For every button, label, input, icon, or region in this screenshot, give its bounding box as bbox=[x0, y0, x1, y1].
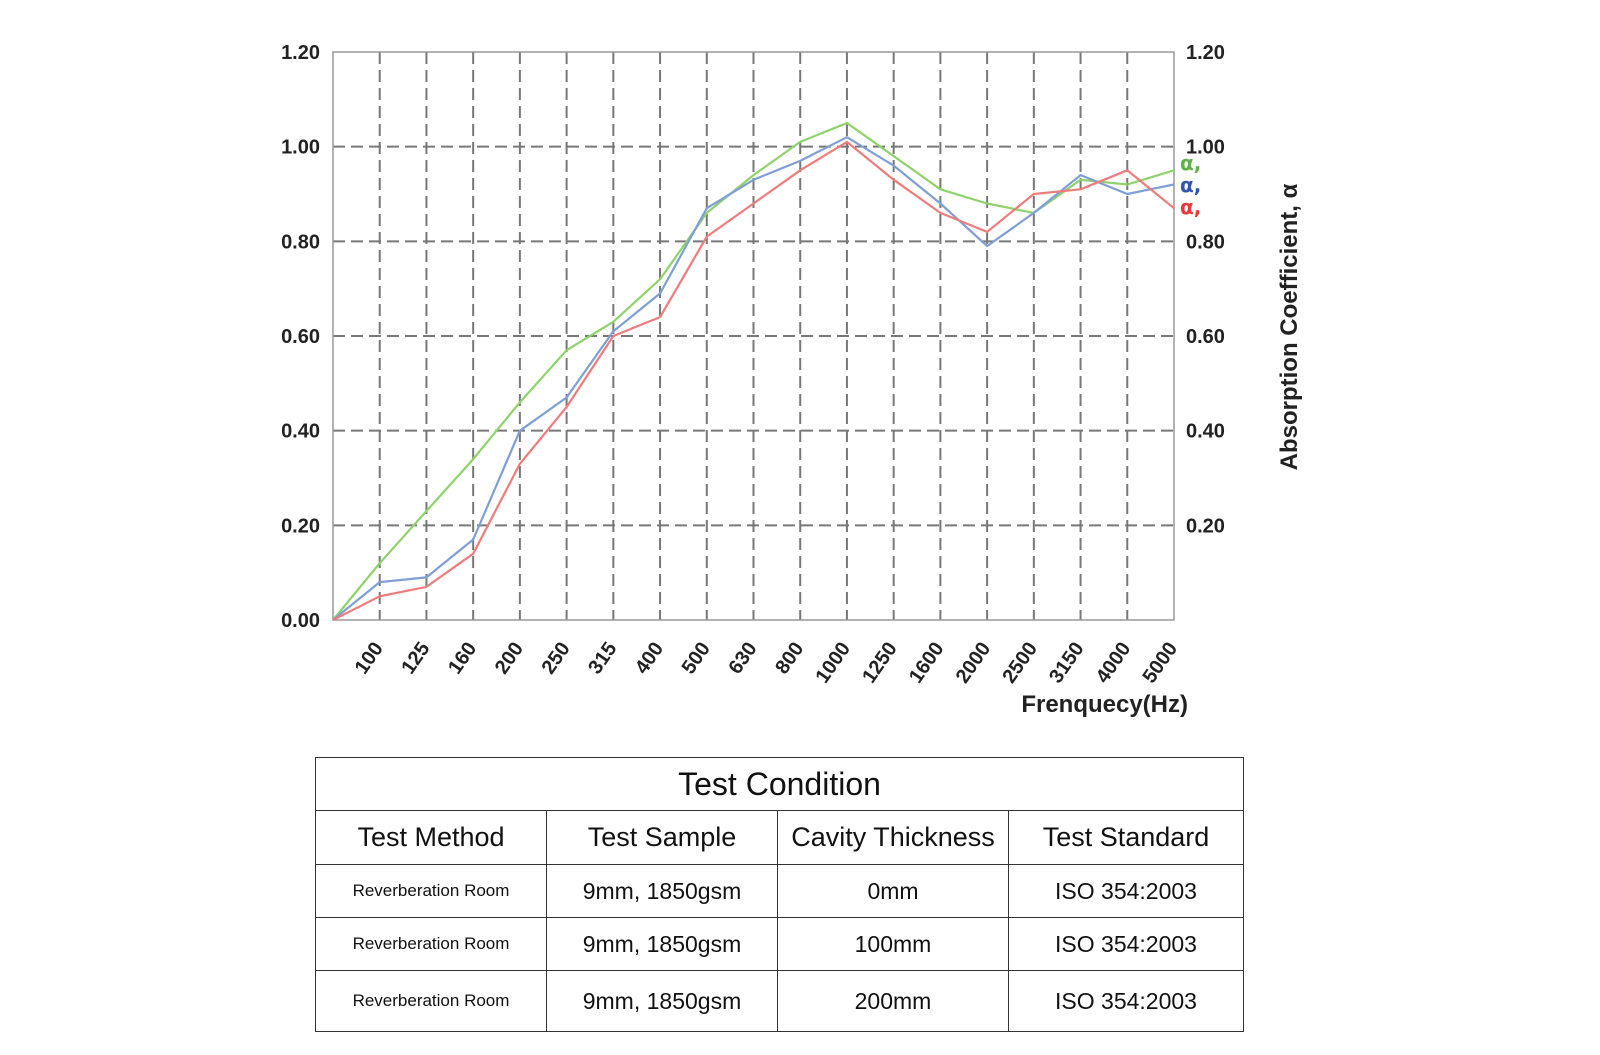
x-tick-label: 250 bbox=[538, 638, 575, 678]
x-tick-label: 315 bbox=[584, 638, 621, 678]
legend-label-3: α, bbox=[1180, 195, 1201, 219]
y-tick-label-left: 1.20 bbox=[281, 42, 320, 64]
y-tick-label-right: 0.20 bbox=[1186, 515, 1225, 537]
cell-cavity-thickness: 200mm bbox=[777, 970, 1009, 1032]
x-tick-label: 400 bbox=[631, 638, 668, 678]
y-tick-label-right: 0.80 bbox=[1186, 231, 1225, 253]
y-tick-label-left: 0.00 bbox=[281, 610, 320, 632]
x-tick-label: 1600 bbox=[905, 638, 949, 687]
x-tick-label: 2000 bbox=[952, 638, 996, 687]
header-test-standard: Test Standard bbox=[1007, 810, 1245, 865]
x-tick-label: 200 bbox=[491, 638, 528, 678]
series-line-2 bbox=[332, 136, 1175, 621]
cell-test-method: Reverberation Room bbox=[315, 917, 547, 971]
y-tick-label-left: 1.00 bbox=[281, 137, 320, 159]
y-tick-label-right: 1.20 bbox=[1186, 42, 1225, 64]
cell-cavity-thickness: 0mm bbox=[777, 864, 1009, 918]
y-tick-label-left: 0.40 bbox=[281, 421, 320, 443]
cell-test-standard: ISO 354:2003 bbox=[1007, 970, 1245, 1032]
header-cavity-thickness: Cavity Thickness bbox=[777, 810, 1009, 865]
header-test-method: Test Method bbox=[315, 810, 547, 865]
x-axis-title: Frenquecy(Hz) bbox=[1021, 691, 1188, 718]
y-tick-label-right: 0.40 bbox=[1186, 421, 1225, 443]
plot-frame bbox=[332, 51, 1175, 621]
x-tick-label: 800 bbox=[771, 638, 808, 678]
y-tick-label-left: 0.80 bbox=[281, 231, 320, 253]
cell-test-method: Reverberation Room bbox=[315, 970, 547, 1032]
cell-test-standard: ISO 354:2003 bbox=[1007, 864, 1245, 918]
y-tick-label-right: 1.00 bbox=[1186, 137, 1225, 159]
header-test-sample: Test Sample bbox=[546, 810, 778, 865]
cell-test-sample: 9mm, 1850gsm bbox=[546, 864, 778, 918]
y-tick-label-left: 0.20 bbox=[281, 515, 320, 537]
test-condition-table: Test Condition Test Method Test Sample C… bbox=[314, 757, 1245, 1032]
x-tick-label: 500 bbox=[678, 638, 715, 678]
x-tick-label: 125 bbox=[397, 638, 434, 678]
cell-test-method: Reverberation Room bbox=[315, 864, 547, 918]
x-tick-label: 1000 bbox=[811, 638, 855, 687]
cell-cavity-thickness: 100mm bbox=[777, 917, 1009, 971]
x-tick-label: 160 bbox=[444, 638, 481, 678]
table-title: Test Condition bbox=[314, 757, 1245, 811]
y-axis-left: 0.00 0.20 0.40 0.60 0.80 1.00 1.20 bbox=[281, 42, 320, 632]
legend-label-1: α, bbox=[1180, 151, 1201, 175]
x-axis: 100 125 160 200 250 315 400 500 630 800 1000 1250 16… bbox=[351, 638, 1182, 687]
cell-test-sample: 9mm, 1850gsm bbox=[546, 970, 778, 1032]
series-line-3 bbox=[332, 140, 1175, 621]
x-tick-label: 100 bbox=[351, 638, 388, 678]
cell-test-sample: 9mm, 1850gsm bbox=[546, 917, 778, 971]
chart-series bbox=[332, 121, 1175, 621]
legend-label-2: α, bbox=[1180, 173, 1201, 197]
x-tick-label: 3150 bbox=[1045, 638, 1089, 687]
x-tick-label: 2500 bbox=[998, 638, 1042, 687]
table-row: Reverberation Room 9mm, 1850gsm 0mm ISO … bbox=[315, 864, 1245, 918]
x-tick-label: 5000 bbox=[1139, 638, 1183, 687]
table-row: Reverberation Room 9mm, 1850gsm 100mm IS… bbox=[315, 917, 1245, 971]
cell-test-standard: ISO 354:2003 bbox=[1007, 917, 1245, 971]
legend: α,α,α, bbox=[1180, 151, 1201, 219]
x-tick-label: 4000 bbox=[1092, 638, 1136, 687]
chart-grid bbox=[333, 52, 1174, 620]
y-tick-label-left: 0.60 bbox=[281, 326, 320, 348]
x-tick-label: 1250 bbox=[858, 638, 902, 687]
y-tick-label-right: 0.60 bbox=[1186, 326, 1225, 348]
table-row: Reverberation Room 9mm, 1850gsm 200mm IS… bbox=[315, 970, 1245, 1032]
x-tick-label: 630 bbox=[724, 638, 761, 678]
y-axis-title: Absorption Coefficient, α bbox=[1276, 183, 1303, 470]
y-axis-right: 0.20 0.40 0.60 0.80 1.00 1.20 bbox=[1186, 42, 1225, 537]
absorption-chart: 0.00 0.20 0.40 0.60 0.80 1.00 1.20 0.20 0.40 0.6… bbox=[281, 42, 1303, 718]
